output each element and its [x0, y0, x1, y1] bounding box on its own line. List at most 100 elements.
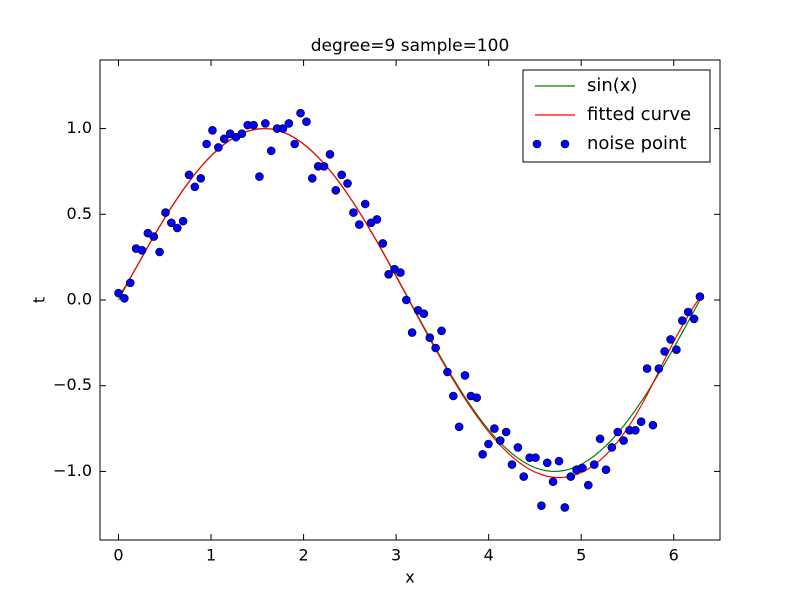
noise-point — [601, 465, 611, 475]
noise-point — [548, 477, 558, 487]
noise-point — [607, 443, 617, 452]
noise-point — [584, 480, 593, 490]
noise-point — [184, 170, 194, 180]
noise-point — [114, 288, 123, 298]
x-tick-label: 2 — [298, 546, 308, 565]
noise-point — [642, 364, 652, 373]
noise-point — [372, 215, 382, 224]
noise-point — [237, 129, 247, 139]
noise-point — [360, 199, 370, 209]
noise-point — [337, 170, 347, 180]
noise-point — [255, 172, 264, 181]
noise-point — [354, 220, 364, 229]
noise-point — [678, 316, 687, 325]
noise-point — [120, 293, 129, 303]
noise-point — [396, 268, 405, 277]
noise-point — [484, 439, 493, 449]
noise-point — [566, 472, 576, 481]
noise-point — [137, 245, 147, 255]
noise-point — [384, 269, 393, 279]
x-tick-label: 4 — [484, 546, 494, 565]
legend-swatch — [560, 139, 570, 149]
noise-point — [331, 185, 341, 195]
noise-point — [419, 309, 429, 319]
x-tick-label: 1 — [206, 546, 216, 565]
noise-point — [219, 134, 229, 144]
noise-point — [307, 173, 317, 183]
noise-point — [319, 161, 329, 171]
noise-point — [261, 119, 270, 128]
noise-point — [454, 422, 464, 432]
chart-title: degree=9 sample=100 — [311, 36, 510, 56]
noise-point — [613, 427, 623, 437]
noise-point — [167, 218, 176, 228]
noise-point — [542, 458, 552, 468]
noise-point — [296, 108, 305, 118]
legend-label: noise point — [587, 133, 687, 154]
noise-point — [495, 436, 505, 445]
noise-point — [478, 449, 487, 459]
noise-point — [460, 371, 470, 380]
noise-point — [490, 424, 499, 433]
y-axis-label: t — [30, 297, 49, 303]
noise-point — [537, 501, 546, 511]
noise-point — [578, 463, 587, 473]
noise-point — [443, 367, 452, 377]
noise-point — [407, 328, 417, 337]
noise-point — [172, 223, 182, 233]
noise-point — [595, 434, 605, 444]
legend-label: fitted curve — [587, 104, 691, 125]
noise-point — [560, 503, 570, 512]
noise-point — [190, 182, 200, 192]
x-tick-label: 6 — [669, 546, 679, 565]
noise-point — [178, 216, 188, 226]
noise-point — [501, 427, 511, 437]
noise-point — [648, 420, 658, 430]
noise-point — [349, 208, 358, 217]
noise-point — [325, 149, 335, 159]
noise-point — [290, 139, 299, 149]
noise-point — [449, 391, 458, 401]
x-axis-label: x — [405, 568, 414, 587]
noise-point — [666, 335, 675, 344]
legend-label: sin(x) — [587, 75, 637, 96]
noise-point — [278, 124, 288, 133]
y-tick-label: −0.5 — [53, 375, 92, 394]
noise-point — [672, 345, 681, 355]
y-tick-label: 0.5 — [67, 204, 92, 223]
x-tick-label: 0 — [113, 546, 123, 565]
noise-point — [378, 239, 388, 248]
noise-point — [695, 292, 705, 301]
noise-point — [196, 173, 206, 183]
noise-point — [689, 314, 699, 324]
noise-point — [519, 472, 529, 481]
noise-point — [266, 146, 276, 156]
noise-point — [531, 453, 540, 463]
legend-swatch — [532, 139, 542, 149]
noise-point — [343, 179, 352, 188]
noise-point — [472, 393, 482, 403]
noise-point — [155, 247, 164, 257]
noise-point — [589, 460, 599, 469]
noise-point — [619, 436, 628, 445]
noise-point — [654, 364, 664, 373]
noise-point — [507, 460, 517, 469]
noise-point — [161, 208, 170, 217]
y-tick-label: −1.0 — [53, 461, 92, 480]
noise-point — [149, 232, 159, 241]
y-tick-label: 0.0 — [67, 290, 92, 309]
x-tick-label: 5 — [576, 546, 586, 565]
noise-point — [284, 119, 294, 128]
noise-point — [631, 425, 640, 435]
noise-point — [554, 456, 564, 466]
legend-box — [522, 69, 711, 163]
x-tick-label: 3 — [391, 546, 401, 565]
noise-point — [202, 139, 211, 149]
noise-point — [208, 125, 217, 135]
noise-point — [302, 117, 311, 127]
noise-point — [513, 443, 523, 452]
noise-point — [431, 343, 440, 353]
y-tick-label: 1.0 — [67, 118, 92, 137]
noise-point — [249, 120, 258, 130]
